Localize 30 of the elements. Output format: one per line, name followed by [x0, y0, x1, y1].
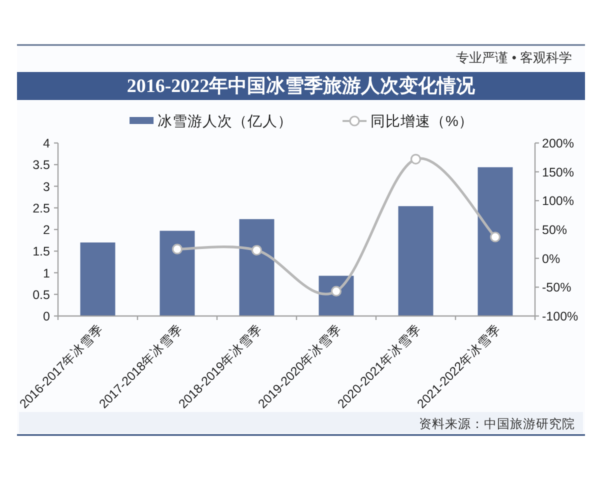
- chart-title: 2016-2022年中国冰雪季旅游人次变化情况: [126, 75, 476, 97]
- y2-tick-label: 150%: [542, 165, 574, 180]
- y2-tick-label: 100%: [542, 194, 574, 208]
- text: 专业严谨 • 客观科学: [456, 50, 572, 65]
- y-tick-label: 4: [43, 136, 50, 150]
- text: 资料来源：中国旅游研究院: [419, 417, 575, 431]
- bar: [80, 242, 116, 316]
- y2-tick-label: -100%: [542, 310, 578, 324]
- bar: [239, 219, 274, 316]
- y-tick-label: 0.5: [32, 288, 50, 302]
- y2-tick-label: 0%: [542, 252, 560, 266]
- bar: [398, 206, 434, 316]
- point: [490, 232, 501, 242]
- point: [172, 244, 183, 254]
- y-tick-label: 1: [43, 266, 50, 280]
- y-tick-label: 2.5: [32, 201, 50, 216]
- bar: [478, 167, 513, 316]
- point: [251, 244, 262, 256]
- y-tick-label: 2: [43, 223, 50, 237]
- y-tick-label: 3: [43, 180, 50, 194]
- legend-label: 冰雪游人次（亿人）: [158, 113, 293, 130]
- y-tick-label: 0: [43, 310, 50, 324]
- y2-tick-label: 200%: [542, 136, 574, 150]
- y-tick-label: 3.5: [32, 158, 50, 172]
- legend-label: 同比增速（%）: [370, 113, 474, 130]
- y-tick-label: 1.5: [32, 244, 50, 259]
- point: [410, 154, 422, 164]
- y2-tick-label: 50%: [542, 223, 568, 237]
- y2-tick-label: -50%: [542, 280, 572, 295]
- bar: [160, 230, 195, 316]
